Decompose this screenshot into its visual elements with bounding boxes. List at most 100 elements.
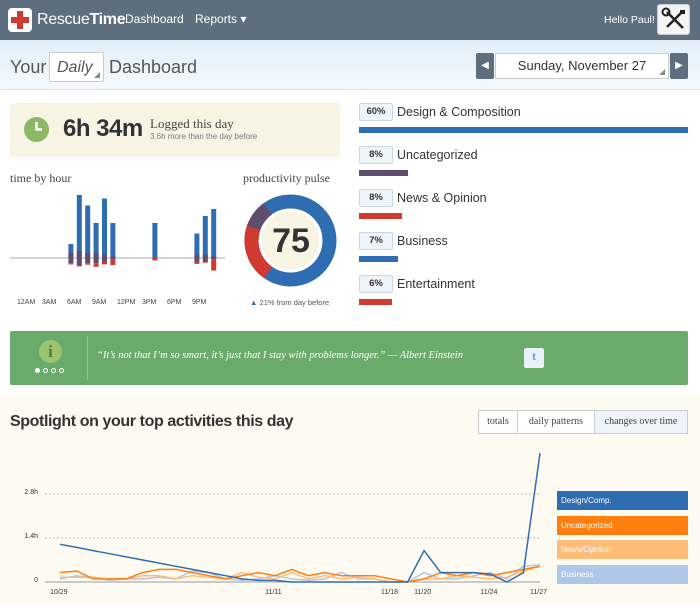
category-name[interactable]: Design & Composition [397,105,521,119]
next-day-button[interactable]: ▶ [670,53,688,79]
series-line[interactable] [60,565,541,583]
x-tick-label: 11/18 [381,589,399,596]
category-name[interactable]: News & Opinion [397,191,487,205]
heading-dashboard: Dashboard [109,57,198,77]
time-by-hour-chart[interactable] [10,185,225,295]
x-tick-label: 11/20 [414,589,432,596]
hour-bar-neutral[interactable] [194,254,200,262]
legend-item[interactable]: Design/Comp. [557,491,688,510]
carousel-dot[interactable] [51,368,56,373]
category-name[interactable]: Uncategorized [397,148,478,162]
logged-time-panel: 6h 34m Logged this day 3.6h more than th… [10,103,340,157]
hour-bar-productive[interactable] [85,205,91,259]
legend-item[interactable]: News/Opinion [557,540,688,559]
hour-bar-productive[interactable] [76,195,82,258]
hour-bar-distracting[interactable] [110,259,116,266]
clock-icon [24,117,49,142]
prev-day-button[interactable]: ◀ [476,53,494,79]
category-share-bar [359,213,402,219]
productivity-pulse-donut[interactable] [244,194,337,287]
hour-bar-neutral[interactable] [202,254,208,262]
time-by-hour-label: time by hour [10,171,72,185]
tab-totals[interactable]: totals [478,410,518,434]
dropdown-corner-icon [94,72,100,78]
tools-button[interactable] [657,4,690,35]
rescuetime-logo[interactable]: RescueTime [8,8,126,32]
hour-bar-distracting[interactable] [194,261,200,264]
hour-bar-productive[interactable] [110,223,116,258]
hour-bar-productive[interactable] [93,223,99,258]
category-name[interactable]: Business [397,234,448,248]
logo-cross-icon [8,8,32,32]
hour-bar-distracting[interactable] [68,263,74,265]
hour-bar-neutral[interactable] [211,256,217,260]
category-percent: 8% [359,189,393,207]
hour-tick-label: 6AM [67,299,82,306]
tab-daily-patterns[interactable]: daily patterns [517,410,595,434]
hour-bar-productive[interactable] [152,223,158,258]
hour-bar-distracting[interactable] [102,261,107,265]
logged-title: Logged this day [150,116,234,131]
x-tick-label: 11/11 [265,589,282,596]
series-line[interactable] [59,563,541,583]
hour-bar-distracting[interactable] [152,258,158,261]
hour-bar-productive[interactable] [202,216,208,258]
category-percent: 60% [359,103,393,121]
up-arrow-icon: ▲ [250,298,258,307]
carousel-dot[interactable] [43,368,48,373]
quote-text: “It’s not that I’m so smart, it’s just t… [97,350,463,361]
tab-changes-over-time[interactable]: changes over time [594,410,688,434]
hour-bar-productive[interactable] [194,233,200,259]
twitter-icon: t [532,352,536,363]
pulse-change-note: ▲ 21% from day before [250,298,330,307]
date-picker: ◀ Sunday, November 27 ▶ [476,53,688,79]
hour-tick-label: 12PM [117,299,136,306]
hour-bar-distracting[interactable] [85,263,91,265]
hour-tick-label: 9PM [192,299,207,306]
hour-tick-label: 3AM [42,299,57,306]
hour-bar-neutral[interactable] [76,251,82,265]
period-value: Daily [57,59,93,76]
twitter-share-button[interactable]: t [524,348,544,368]
tools-icon [661,7,685,29]
hour-bar-neutral[interactable] [68,252,74,264]
hour-bar-productive[interactable] [68,244,74,258]
legend-item[interactable]: Uncategorized [557,515,688,535]
hour-bar-distracting[interactable] [93,263,99,267]
hour-bar-distracting[interactable] [211,259,217,271]
chevron-down-icon: ▾ [240,12,247,26]
hour-bar-distracting[interactable] [202,261,208,263]
carousel-dot[interactable] [59,368,64,373]
category-percent: 6% [359,275,393,293]
category-name[interactable]: Entertainment [397,277,475,291]
date-field[interactable]: Sunday, November 27 [495,53,669,79]
quote-divider [87,336,88,380]
period-select[interactable]: Daily [49,52,104,82]
hour-tick-label: 12AM [17,299,36,306]
category-share-bar [359,299,392,305]
series-line[interactable] [59,452,541,583]
spotlight-title: Spotlight on your top activities this da… [10,413,294,430]
heading-your: Your [10,57,47,77]
logged-hours: 6h 34m [63,115,143,142]
hour-bar-neutral[interactable] [93,252,99,264]
hour-bar-neutral[interactable] [102,254,107,262]
series-line[interactable] [59,565,541,583]
x-tick-label: 11/27 [530,589,547,596]
hour-bar-neutral[interactable] [110,256,116,260]
nav-reports[interactable]: Reports ▾ [195,12,247,26]
y-tick-label: 2.8h [24,489,38,496]
legend-item[interactable]: Business [557,564,688,584]
carousel-dot[interactable] [35,368,40,373]
x-tick-label: 11/24 [480,589,498,596]
nav-dashboard[interactable]: Dashboard [125,12,184,26]
user-greeting[interactable]: Hello Paul! [604,14,655,26]
spotlight-line-chart[interactable] [0,440,555,590]
category-share-bar [359,127,688,133]
hour-bar-productive[interactable] [211,209,217,258]
hour-bar-neutral[interactable] [85,252,91,264]
hour-bar-productive[interactable] [102,198,107,259]
hour-bar-distracting[interactable] [76,265,82,267]
carousel-dots[interactable] [35,368,64,373]
dashboard-header: Your Daily Dashboard ◀ Sunday, November … [0,40,700,90]
